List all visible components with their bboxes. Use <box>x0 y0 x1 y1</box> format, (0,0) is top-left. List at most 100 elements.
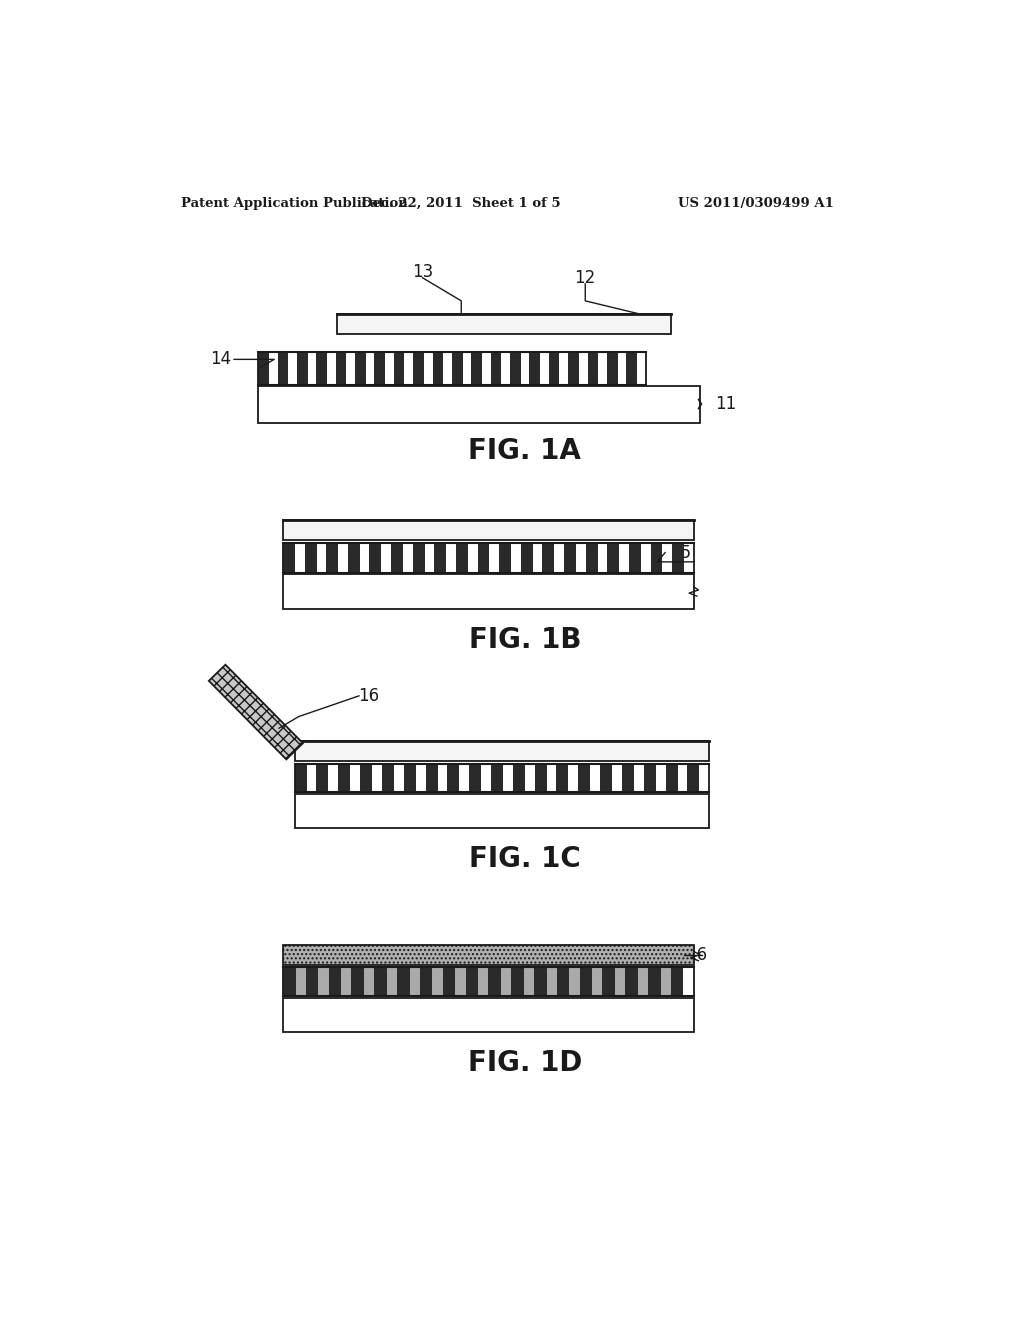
Bar <box>492 764 503 792</box>
Bar <box>283 544 295 573</box>
Bar <box>456 966 466 997</box>
Bar <box>375 352 385 385</box>
Bar <box>456 544 468 573</box>
Bar <box>283 574 693 609</box>
Bar <box>341 966 351 997</box>
Bar <box>447 764 460 792</box>
Bar <box>348 544 359 573</box>
Bar <box>404 352 414 385</box>
Text: FIG. 1A: FIG. 1A <box>468 437 582 465</box>
Bar <box>554 544 564 573</box>
Bar <box>391 544 403 573</box>
Bar <box>425 544 434 573</box>
Bar <box>590 764 600 792</box>
Bar <box>547 966 557 997</box>
Bar <box>269 352 278 385</box>
Bar <box>488 966 501 997</box>
Bar <box>598 352 607 385</box>
Bar <box>602 966 615 997</box>
Bar <box>568 352 579 385</box>
Bar <box>442 966 456 997</box>
Bar <box>437 764 447 792</box>
Bar <box>426 764 437 792</box>
Polygon shape <box>209 665 303 759</box>
Bar <box>540 352 549 385</box>
Bar <box>283 520 693 540</box>
Bar <box>579 764 590 792</box>
Bar <box>502 352 510 385</box>
Bar <box>510 352 521 385</box>
Bar <box>327 352 336 385</box>
Text: 13: 13 <box>412 264 433 281</box>
Bar <box>370 544 381 573</box>
Bar <box>478 966 488 997</box>
Bar <box>532 544 543 573</box>
Bar <box>687 764 699 792</box>
Bar <box>258 385 700 422</box>
Bar <box>634 764 644 792</box>
Bar <box>521 544 532 573</box>
Bar <box>360 764 372 792</box>
Text: 16: 16 <box>686 946 708 965</box>
Bar <box>503 764 513 792</box>
Bar <box>304 544 316 573</box>
Bar <box>258 352 646 385</box>
Text: US 2011/0309499 A1: US 2011/0309499 A1 <box>678 197 835 210</box>
Bar <box>482 352 490 385</box>
Bar <box>513 764 525 792</box>
Text: 15: 15 <box>671 544 691 561</box>
Bar <box>499 544 511 573</box>
Text: FIG. 1D: FIG. 1D <box>468 1049 582 1077</box>
Bar <box>327 544 338 573</box>
Bar <box>413 544 425 573</box>
Bar <box>443 352 452 385</box>
Bar <box>535 764 547 792</box>
Bar <box>258 352 269 385</box>
Bar <box>650 544 663 573</box>
Bar <box>295 544 304 573</box>
Bar <box>547 764 556 792</box>
Bar <box>307 352 316 385</box>
Bar <box>420 966 432 997</box>
Bar <box>329 764 338 792</box>
Bar <box>466 966 478 997</box>
Bar <box>468 544 477 573</box>
Bar <box>569 966 580 997</box>
Bar <box>644 764 655 792</box>
Bar <box>416 764 426 792</box>
Bar <box>364 966 375 997</box>
Bar <box>297 352 307 385</box>
Bar <box>617 352 627 385</box>
Bar <box>381 544 391 573</box>
Bar <box>338 544 348 573</box>
Bar <box>627 352 637 385</box>
Bar <box>556 764 568 792</box>
Bar <box>525 764 535 792</box>
Bar <box>283 998 693 1032</box>
Bar <box>586 544 598 573</box>
Bar <box>316 764 329 792</box>
Bar <box>592 966 602 997</box>
Bar <box>278 352 288 385</box>
Bar <box>336 352 346 385</box>
Bar <box>434 544 446 573</box>
Bar <box>306 966 318 997</box>
Text: Dec. 22, 2011  Sheet 1 of 5: Dec. 22, 2011 Sheet 1 of 5 <box>361 197 561 210</box>
Bar <box>432 966 442 997</box>
Bar <box>463 352 471 385</box>
Bar <box>600 764 612 792</box>
Bar <box>283 544 693 573</box>
Text: FIG. 1B: FIG. 1B <box>469 626 581 653</box>
Bar <box>511 966 523 997</box>
Bar <box>469 764 481 792</box>
Bar <box>410 966 420 997</box>
Text: 11: 11 <box>716 395 736 413</box>
Bar <box>375 966 387 997</box>
Bar <box>471 352 482 385</box>
Bar <box>296 966 306 997</box>
Bar <box>337 314 671 334</box>
Bar <box>598 544 607 573</box>
Bar <box>316 352 327 385</box>
Bar <box>660 966 671 997</box>
Bar <box>523 966 534 997</box>
